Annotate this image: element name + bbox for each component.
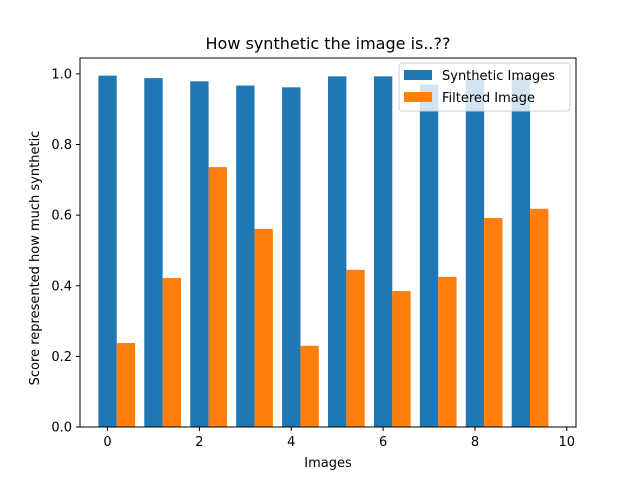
y-tick-label: 0.2 bbox=[51, 350, 72, 365]
x-tick-label: 2 bbox=[195, 435, 203, 450]
x-axis-label: Images bbox=[304, 456, 352, 471]
y-tick-label: 0.4 bbox=[51, 279, 72, 294]
axes-layer bbox=[79, 57, 577, 428]
synthetic-bar-6 bbox=[373, 76, 393, 427]
synthetic-bar-7 bbox=[419, 84, 439, 428]
y-tick-label: 0.0 bbox=[51, 421, 72, 436]
plot-frame bbox=[79, 57, 577, 428]
bars-layer bbox=[98, 75, 549, 428]
legend-swatch-0 bbox=[404, 70, 432, 80]
filtered-bar-6 bbox=[392, 291, 411, 427]
legend-box bbox=[398, 62, 571, 112]
synthetic-bar-8 bbox=[465, 79, 485, 428]
legend-label-1: Filtered Image bbox=[442, 91, 535, 106]
filtered-bar-7 bbox=[438, 276, 457, 427]
filtered-bar-9 bbox=[530, 208, 549, 427]
filtered-bar-3 bbox=[254, 228, 273, 427]
y-tick-label: 0.8 bbox=[51, 138, 72, 153]
filtered-bar-1 bbox=[162, 277, 182, 427]
y-tick-label: 1.0 bbox=[51, 67, 72, 82]
y-tick-label: 0.6 bbox=[51, 209, 72, 224]
x-tick-label: 0 bbox=[103, 435, 111, 450]
synthetic-bar-9 bbox=[511, 77, 531, 427]
x-tick-label: 10 bbox=[559, 435, 576, 450]
x-tick-label: 6 bbox=[379, 435, 387, 450]
legend-swatch-1 bbox=[404, 92, 432, 102]
x-tick-label: 4 bbox=[287, 435, 295, 450]
synthetic-bar-4 bbox=[282, 87, 301, 427]
chart-title: How synthetic the image is..?? bbox=[206, 34, 451, 53]
synthetic-bar-1 bbox=[144, 78, 163, 428]
filtered-bar-4 bbox=[300, 345, 319, 427]
y-axis-label: Score represented how much synthetic bbox=[28, 131, 43, 386]
filtered-bar-0 bbox=[116, 342, 136, 427]
synthetic-bar-2 bbox=[190, 81, 209, 427]
ticks-layer: 0 2 4 6 8 10 0.0 0.2 0.4 0.6 0.8 1.0 bbox=[51, 67, 575, 450]
filtered-bar-5 bbox=[346, 269, 365, 427]
legend-label-0: Synthetic Images bbox=[442, 69, 555, 84]
filtered-bar-2 bbox=[208, 167, 227, 427]
synthetic-bar-5 bbox=[328, 76, 347, 427]
synthetic-bar-3 bbox=[236, 85, 255, 427]
legend: Synthetic Images Filtered Image bbox=[398, 62, 571, 112]
x-tick-label: 8 bbox=[471, 435, 479, 450]
synthetic-bar-0 bbox=[98, 75, 117, 427]
filtered-bar-8 bbox=[484, 217, 503, 427]
